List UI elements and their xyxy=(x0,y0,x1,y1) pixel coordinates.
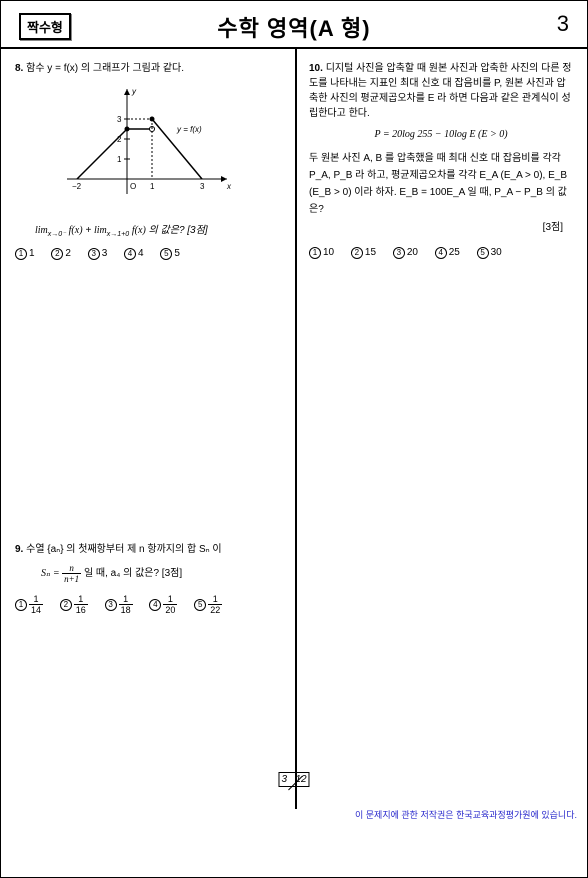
choice-5[interactable]: 530 xyxy=(477,247,502,259)
svg-text:1: 1 xyxy=(117,155,122,164)
choice-5[interactable]: 55 xyxy=(160,248,180,260)
problem-10-text2: 두 원본 사진 A, B 를 압축했을 때 최대 신호 대 잡음비를 각각 P_… xyxy=(309,150,573,218)
svg-text:2: 2 xyxy=(117,135,122,144)
problem-text: 디지털 사진을 압축할 때 원본 사진과 압축한 사진의 다른 정도를 나타내는… xyxy=(309,63,572,119)
problem-10-choices: 110 215 320 425 530 xyxy=(309,247,573,259)
page-number: 3 xyxy=(557,11,569,37)
choice-4[interactable]: 4120 xyxy=(149,594,177,615)
limit-sub-1: x→0⁻ xyxy=(48,231,66,238)
copyright-text: 이 문제지에 관한 저작권은 한국교육과정평가원에 있습니다. xyxy=(355,808,577,821)
svg-text:3: 3 xyxy=(117,115,122,124)
choice-3[interactable]: 320 xyxy=(393,247,418,259)
problem-8-question: limx→0⁻ f(x) + limx→1+0 f(x) 의 값은? [3점] xyxy=(35,221,279,238)
problem-8: 8. 함수 y = f(x) 의 그래프가 그림과 같다. xyxy=(15,59,279,260)
choice-4[interactable]: 425 xyxy=(435,247,460,259)
column-divider xyxy=(295,49,297,809)
problem-8-graph: 3 2 1 −2 1 3 O x y y = f(x) xyxy=(15,84,279,207)
svg-text:3: 3 xyxy=(200,182,205,191)
graph-svg: 3 2 1 −2 1 3 O x y y = f(x) xyxy=(57,84,237,204)
footer-page-indicator: 3 12 xyxy=(278,774,309,785)
page-title: 수학 영역(A 형) xyxy=(1,1,587,43)
form-badge: 짝수형 xyxy=(19,13,71,40)
svg-text:O: O xyxy=(130,182,136,191)
problem-8-choices: 11 22 33 44 55 xyxy=(15,248,279,260)
choice-2[interactable]: 2116 xyxy=(60,594,88,615)
choice-2[interactable]: 215 xyxy=(351,247,376,259)
page-header: 짝수형 수학 영역(A 형) 3 xyxy=(1,1,587,49)
choice-1[interactable]: 11 xyxy=(15,248,35,260)
left-column: 8. 함수 y = f(x) 의 그래프가 그림과 같다. xyxy=(7,55,287,649)
problem-10-points: [3점] xyxy=(309,218,563,233)
svg-text:y: y xyxy=(131,87,137,96)
problem-number: 10. xyxy=(309,63,323,74)
problem-9-choices: 1114 2116 3118 4120 5122 xyxy=(15,594,279,615)
problem-number: 9. xyxy=(15,544,23,555)
problem-text: 함수 y = f(x) 의 그래프가 그림과 같다. xyxy=(26,63,184,74)
problem-text: 수열 {aₙ} 의 첫째항부터 제 n 항까지의 합 Sₙ 이 xyxy=(26,544,221,555)
choice-1[interactable]: 1114 xyxy=(15,594,43,615)
choice-2[interactable]: 22 xyxy=(51,248,71,260)
problem-number: 8. xyxy=(15,63,23,74)
page-slash-icon xyxy=(278,774,312,792)
problem-10-formula: P = 20log 255 − 10log E (E > 0) xyxy=(309,129,573,140)
svg-text:−2: −2 xyxy=(72,182,82,191)
svg-text:y = f(x): y = f(x) xyxy=(176,125,202,134)
page-body: 8. 함수 y = f(x) 의 그래프가 그림과 같다. xyxy=(1,49,587,827)
right-column: 10. 디지털 사진을 압축할 때 원본 사진과 압축한 사진의 다른 정도를 … xyxy=(301,55,581,293)
problem-9: 9. 수열 {aₙ} 의 첫째항부터 제 n 항까지의 합 Sₙ 이 Sₙ = … xyxy=(15,540,279,615)
svg-text:1: 1 xyxy=(150,182,155,191)
problem-9-equation: Sₙ = nn+1 일 때, a₄ 의 값은? [3점] xyxy=(41,563,279,584)
svg-text:x: x xyxy=(226,182,232,191)
choice-3[interactable]: 33 xyxy=(88,248,108,260)
problem-10: 10. 디지털 사진을 압축할 때 원본 사진과 압축한 사진의 다른 정도를 … xyxy=(309,59,573,259)
choice-1[interactable]: 110 xyxy=(309,247,334,259)
choice-5[interactable]: 5122 xyxy=(194,594,222,615)
choice-3[interactable]: 3118 xyxy=(105,594,133,615)
limit-sub-2: x→1+0 xyxy=(107,231,129,238)
choice-4[interactable]: 44 xyxy=(124,248,144,260)
exam-page: 짝수형 수학 영역(A 형) 3 8. 함수 y = f(x) 의 그래프가 그… xyxy=(0,0,588,878)
